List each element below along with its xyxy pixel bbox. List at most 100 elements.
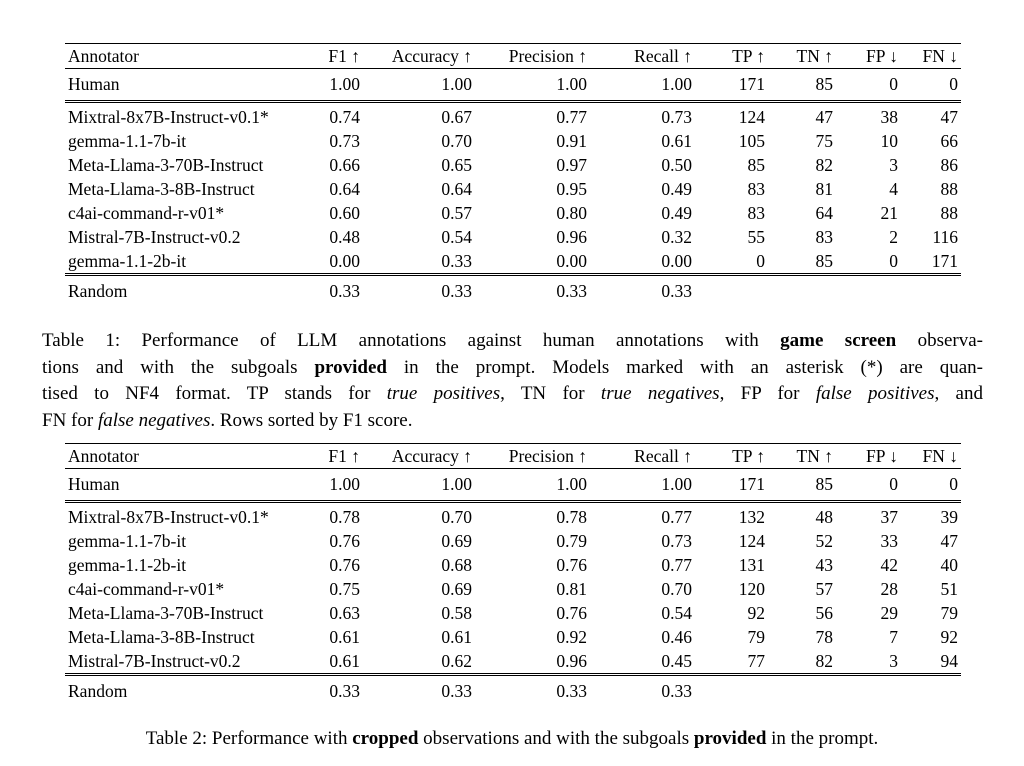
random-row: Random 0.33 0.33 0.33 0.33 [65, 674, 961, 703]
caption-text-segment: , TN for [500, 383, 601, 405]
metric-value-cell: 171 [931, 251, 958, 271]
metric-value-cell: 39 [940, 507, 959, 527]
metric-value-cell: 47 [815, 107, 834, 127]
metric-value-cell: 0.76 [329, 555, 360, 575]
model-row: gemma-1.1-2b-it 0.76 0.68 0.76 0.77 131 43 42 40 [65, 553, 961, 577]
metric-value-cell: 52 [815, 531, 834, 551]
model-row: Meta-Llama-3-8B-Instruct 0.61 0.61 0.92 0.46… [65, 625, 961, 649]
metric-value-cell: 3 [889, 651, 898, 671]
metric-value-cell: 0 [889, 251, 898, 271]
metric-value-cell: 51 [940, 579, 959, 599]
metric-value-cell: 4 [889, 179, 898, 199]
metric-value-cell: 0.64 [441, 179, 472, 199]
metric-value-cell: 0.77 [661, 507, 692, 527]
caption-text-segment: provided [314, 356, 387, 378]
column-header: Annotator [68, 46, 139, 66]
metric-value-cell: 79 [747, 627, 766, 647]
annotator-cell: gemma-1.1-7b-it [68, 131, 187, 151]
metric-value-cell: 92 [747, 603, 766, 623]
metric-value-cell: 0.73 [661, 107, 692, 127]
column-header: FP ↓ [866, 46, 898, 66]
metric-value-cell: 0.91 [556, 131, 587, 151]
metric-value-cell: 40 [940, 555, 959, 575]
metric-value-cell: 0.97 [556, 155, 587, 175]
metric-value-cell: 120 [738, 579, 765, 599]
metric-value-cell: 88 [940, 203, 959, 223]
metric-value-cell: 0.73 [661, 531, 692, 551]
caption-text-segment: in the prompt. Models marked with an ast… [386, 356, 983, 378]
metric-value-cell: 1.00 [441, 474, 472, 494]
metric-value-cell: 47 [940, 531, 959, 551]
metric-value-cell: 0.33 [441, 251, 472, 271]
metric-value-cell: 1.00 [329, 474, 360, 494]
metric-value-cell: 56 [815, 603, 834, 623]
model-row: Meta-Llama-3-70B-Instruct 0.66 0.65 0.97 0.5… [65, 153, 961, 177]
metric-value-cell: 0.69 [441, 579, 472, 599]
annotator-cell: Meta-Llama-3-70B-Instruct [68, 155, 264, 175]
table-1-container: Annotator F1 ↑ Accuracy ↑ Precision ↑ Recall… [65, 43, 961, 302]
model-row: Mixtral-8x7B-Instruct-v0.1* 0.74 0.67 0.77 0… [65, 102, 961, 130]
metric-value-cell: 37 [880, 507, 899, 527]
metric-value-cell: 92 [940, 627, 959, 647]
annotator-cell: gemma-1.1-2b-it [68, 555, 187, 575]
metric-value-cell: 0.62 [441, 651, 472, 671]
metric-value-cell [836, 275, 901, 303]
metric-value-cell: 131 [738, 555, 765, 575]
metric-value-cell: 7 [889, 627, 898, 647]
caption-line: Table 2: Performance with cropped observ… [0, 726, 1024, 753]
annotator-cell: Meta-Llama-3-8B-Instruct [68, 627, 255, 647]
metric-value-cell: 0.49 [661, 179, 692, 199]
caption-line: tions and with the subgoals provided in … [42, 355, 983, 382]
model-row: gemma-1.1-7b-it 0.73 0.70 0.91 0.61 105 75 10 66 [65, 129, 961, 153]
metric-value-cell: 0.78 [329, 507, 360, 527]
annotator-cell: gemma-1.1-7b-it [68, 531, 187, 551]
metric-value-cell: 0.33 [329, 281, 360, 301]
column-header: Recall ↑ [634, 46, 692, 66]
model-row: gemma-1.1-2b-it 0.00 0.33 0.00 0.00 0 85 0 171 [65, 249, 961, 275]
random-row: Random 0.33 0.33 0.33 0.33 [65, 274, 961, 303]
metric-value-cell: 0.49 [661, 203, 692, 223]
caption-line: Table 1: Performance of LLM annotations … [42, 328, 983, 355]
column-header: Accuracy ↑ [391, 46, 472, 66]
metric-value-cell: 0.78 [556, 507, 587, 527]
metric-value-cell: 0.33 [661, 681, 692, 701]
metric-value-cell: 0.76 [329, 531, 360, 551]
metric-value-cell: 21 [880, 203, 899, 223]
column-header: TP ↑ [732, 46, 765, 66]
metric-value-cell: 1.00 [441, 74, 472, 94]
metric-value-cell: 0.00 [329, 251, 360, 271]
annotator-cell: Mistral-7B-Instruct-v0.2 [68, 227, 241, 247]
caption-text-segment: provided [693, 728, 767, 749]
human-row: Human 1.00 1.00 1.00 1.00 171 85 0 0 [65, 469, 961, 502]
metric-value-cell: 82 [815, 651, 834, 671]
metric-value-cell: 3 [889, 155, 898, 175]
metric-value-cell: 0.77 [661, 555, 692, 575]
metric-value-cell: 2 [889, 227, 898, 247]
caption-text-segment: cropped [352, 728, 419, 749]
metric-value-cell: 85 [815, 74, 834, 94]
column-header: Precision ↑ [508, 446, 587, 466]
column-header: Accuracy ↑ [391, 446, 472, 466]
metric-value-cell: 105 [738, 131, 765, 151]
metric-value-cell: 0.33 [661, 281, 692, 301]
caption-line: FN for false negatives. Rows sorted by F… [42, 408, 983, 435]
annotator-cell: Human [68, 474, 120, 494]
model-row: Meta-Llama-3-8B-Instruct 0.64 0.64 0.95 0.49… [65, 177, 961, 201]
metric-value-cell: 0 [949, 474, 958, 494]
metric-value-cell: 0.57 [441, 203, 472, 223]
metric-value-cell: 38 [880, 107, 899, 127]
model-row: Mistral-7B-Instruct-v0.2 0.61 0.62 0.96 0.45… [65, 649, 961, 675]
metric-value-cell [901, 275, 961, 303]
metric-value-cell: 33 [880, 531, 899, 551]
caption-text-segment: true negatives [600, 383, 720, 405]
annotator-cell: Mistral-7B-Instruct-v0.2 [68, 651, 241, 671]
metric-value-cell: 55 [747, 227, 766, 247]
metric-value-cell: 0.92 [556, 627, 587, 647]
metric-value-cell: 94 [940, 651, 959, 671]
column-header: TN ↑ [796, 446, 833, 466]
metric-value-cell: 171 [738, 74, 765, 94]
metric-value-cell [768, 675, 836, 703]
metric-value-cell: 0.96 [556, 651, 587, 671]
metric-value-cell: 132 [738, 507, 765, 527]
